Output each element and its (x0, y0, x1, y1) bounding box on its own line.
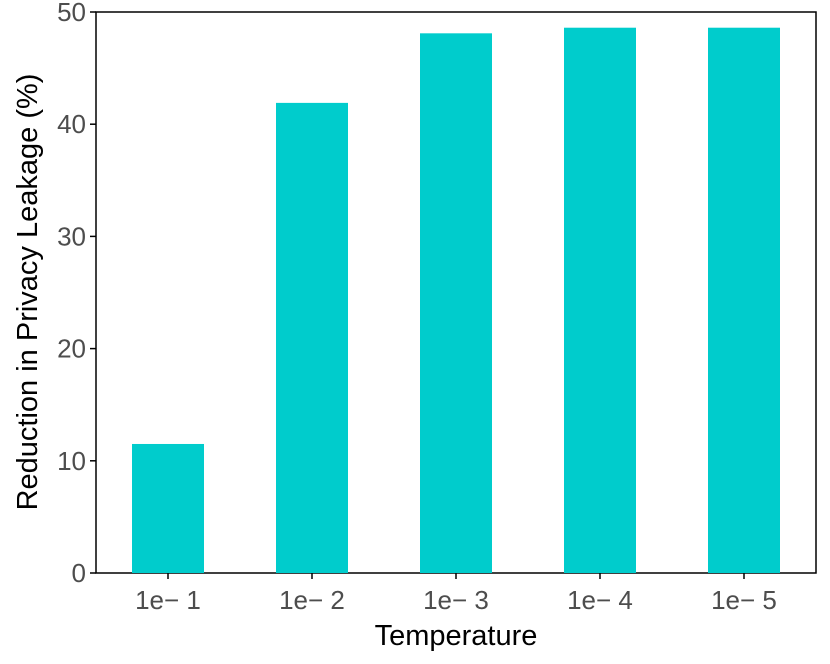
y-tick-label: 30 (57, 221, 86, 251)
y-tick-label: 20 (57, 334, 86, 364)
x-axis-title: Temperature (375, 620, 538, 652)
bars (132, 27, 780, 574)
bar (132, 443, 204, 573)
x-tick-label: 1e− 3 (423, 585, 489, 615)
x-tick-label: 1e− 2 (279, 585, 345, 615)
x-tick-label: 1e− 5 (711, 585, 777, 615)
y-tick-label: 10 (57, 446, 86, 476)
y-tick-label: 0 (72, 558, 86, 588)
x-tick-label: 1e− 4 (567, 585, 633, 615)
x-tick-label: 1e− 1 (135, 585, 201, 615)
y-tick-label: 40 (57, 109, 86, 139)
bar (564, 27, 636, 573)
x-axis: 1e− 1 1e− 2 1e− 3 1e− 4 1e− 5 (135, 573, 777, 615)
bar (708, 27, 780, 573)
bar (420, 33, 492, 574)
y-axis-title: Reduction in Privacy Leakage (%) (12, 74, 44, 511)
y-tick-label: 50 (57, 0, 86, 27)
bar (276, 102, 348, 573)
y-axis: 0 10 20 30 40 50 (57, 0, 96, 588)
